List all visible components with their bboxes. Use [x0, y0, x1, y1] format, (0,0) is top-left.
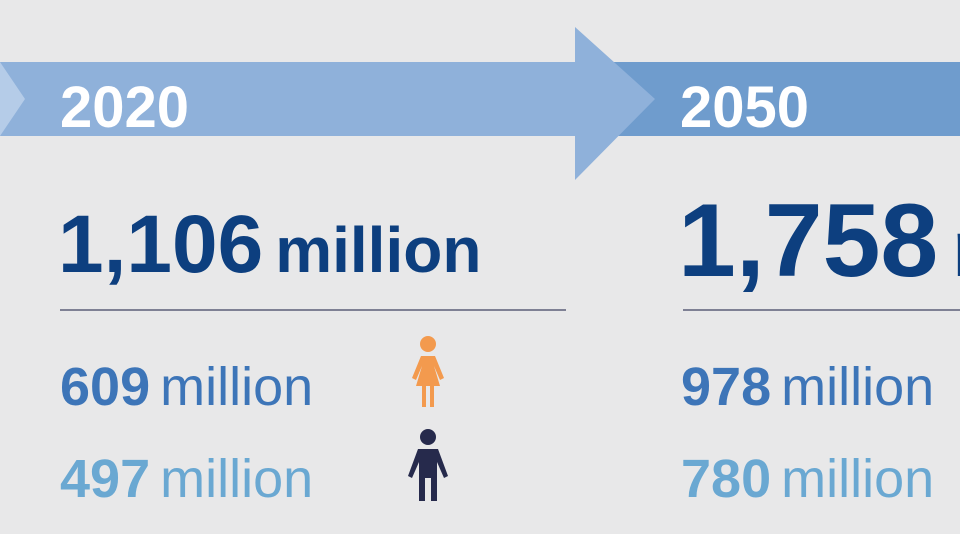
- total-unit: million: [952, 204, 960, 293]
- total-unit: million: [275, 214, 481, 286]
- total: 1,106 million: [58, 199, 481, 290]
- male-icon: [408, 429, 448, 501]
- female-icon: [412, 336, 444, 407]
- female-value: 978: [681, 357, 771, 417]
- band-2020: [0, 27, 655, 180]
- band-2050: [612, 62, 960, 136]
- total: 1,758 million: [678, 183, 960, 299]
- year: 2020: [60, 75, 189, 140]
- year: 2050: [680, 75, 809, 140]
- male-unit: million: [781, 449, 934, 509]
- male-count: 780 million: [681, 449, 934, 509]
- male-unit: million: [160, 449, 313, 509]
- female-count: 609 million: [60, 357, 313, 417]
- female-count: 978 million: [681, 357, 934, 417]
- female-unit: million: [781, 357, 934, 417]
- total-value: 1,758: [678, 183, 938, 299]
- female-value: 609: [60, 357, 150, 417]
- female-unit: million: [160, 357, 313, 417]
- male-value: 497: [60, 449, 150, 509]
- total-value: 1,106: [58, 199, 263, 290]
- male-value: 780: [681, 449, 771, 509]
- male-count: 497 million: [60, 449, 313, 509]
- band-start: [0, 62, 25, 136]
